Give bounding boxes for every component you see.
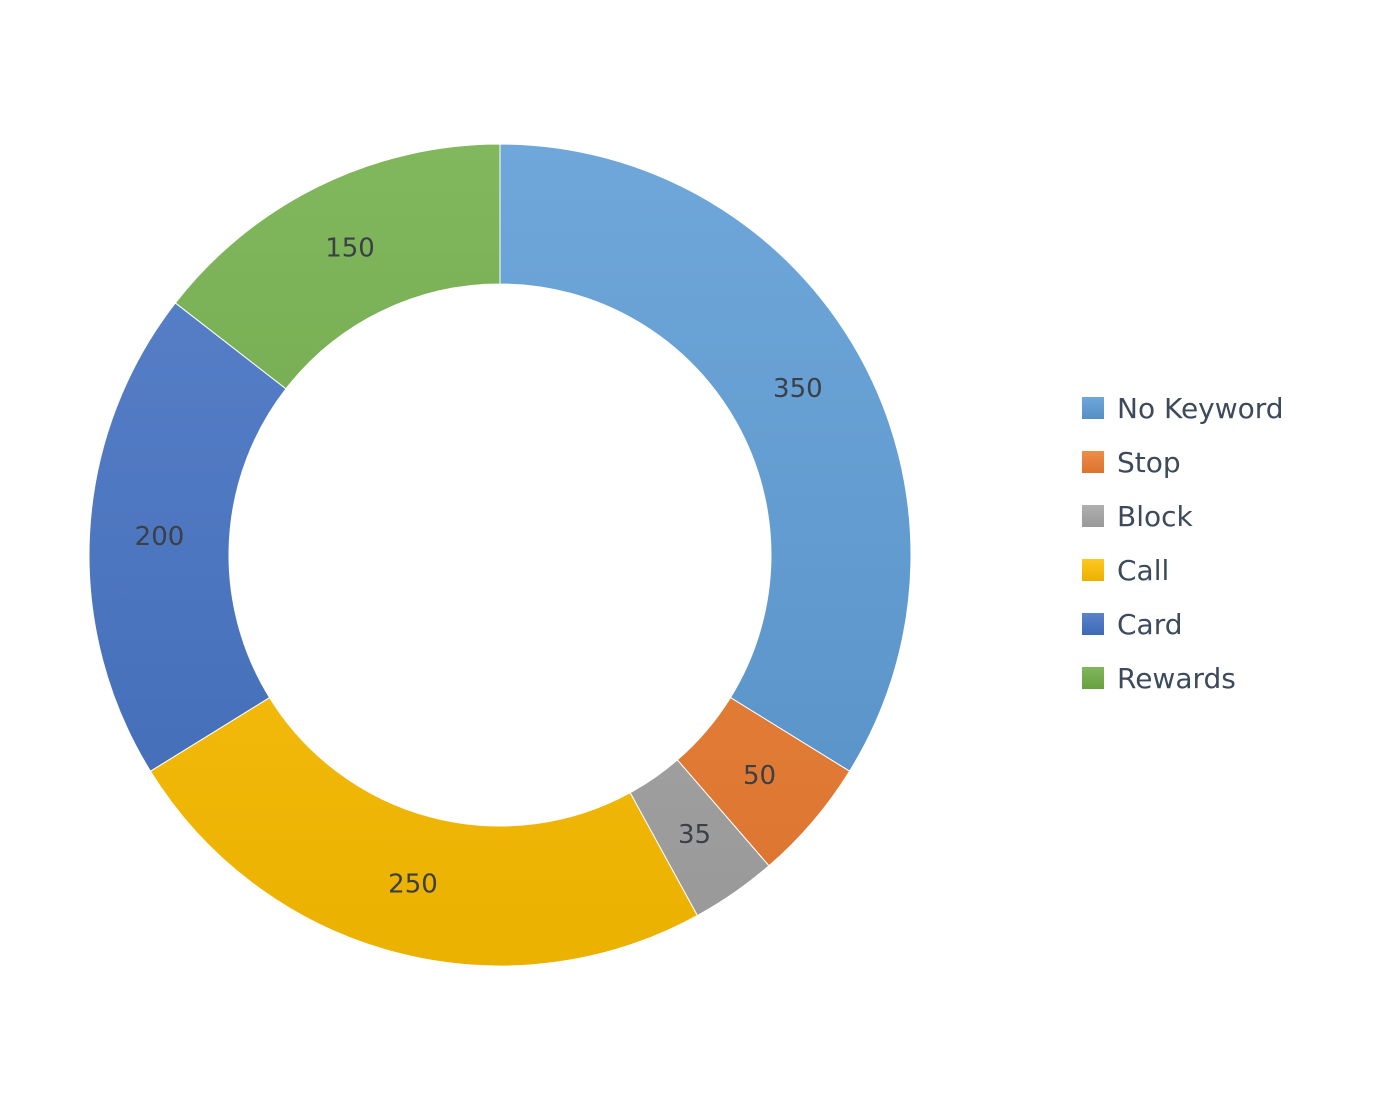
legend-swatch-stop [1082, 451, 1104, 473]
legend-item-no-keyword[interactable]: No Keyword [1082, 381, 1284, 435]
legend-label-call: Call [1117, 553, 1170, 587]
legend-item-block[interactable]: Block [1082, 489, 1284, 543]
data-label-stop: 50 [743, 761, 776, 791]
legend-swatch-card [1082, 613, 1104, 635]
donut-plot: 350 50 35 250 200 150 [88, 143, 912, 967]
slice-card[interactable] [88, 302, 287, 772]
slice-rewards[interactable] [174, 143, 501, 390]
legend-label-stop: Stop [1117, 445, 1181, 479]
legend-label-card: Card [1117, 607, 1183, 641]
legend-swatch-rewards [1082, 667, 1104, 689]
legend-item-call[interactable]: Call [1082, 543, 1284, 597]
data-label-rewards: 150 [325, 234, 375, 264]
legend-item-stop[interactable]: Stop [1082, 435, 1284, 489]
data-label-block: 35 [678, 820, 711, 850]
legend-label-block: Block [1117, 499, 1193, 533]
legend-swatch-call [1082, 559, 1104, 581]
legend-swatch-no-keyword [1082, 397, 1104, 419]
legend-label-rewards: Rewards [1117, 661, 1236, 695]
legend-item-card[interactable]: Card [1082, 597, 1284, 651]
legend: No Keyword Stop Block Call Card Rewards [1082, 381, 1284, 705]
legend-label-no-keyword: No Keyword [1117, 391, 1284, 425]
slice-call[interactable] [149, 696, 699, 967]
data-label-card: 200 [135, 522, 185, 552]
slice-no-keyword[interactable] [499, 143, 912, 772]
data-label-no-keyword: 350 [773, 374, 823, 404]
data-label-call: 250 [388, 870, 438, 900]
legend-item-rewards[interactable]: Rewards [1082, 651, 1284, 705]
legend-swatch-block [1082, 505, 1104, 527]
